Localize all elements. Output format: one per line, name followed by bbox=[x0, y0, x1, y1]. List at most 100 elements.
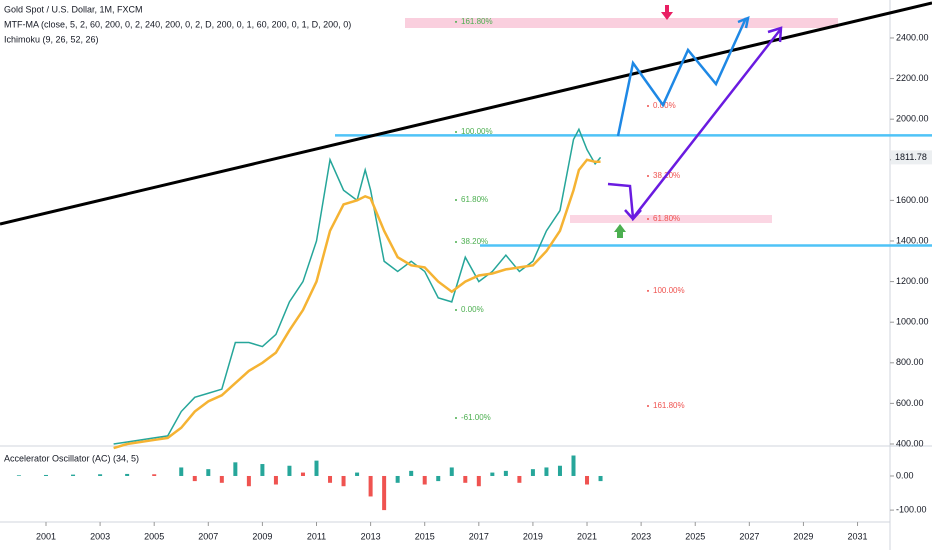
support-zone bbox=[570, 215, 772, 223]
oscillator-title: Accelerator Oscillator (AC) (34, 5) bbox=[4, 453, 139, 463]
x-tick-label: 2009 bbox=[252, 531, 272, 541]
oscillator-bar bbox=[71, 474, 76, 476]
fib-dot bbox=[647, 289, 649, 292]
oscillator-bar bbox=[16, 475, 21, 476]
fib-dot bbox=[647, 405, 649, 408]
fib-label: 61.80% bbox=[461, 195, 488, 204]
oscillator-bar bbox=[530, 469, 535, 476]
fib-label: 0.00% bbox=[653, 101, 676, 110]
last-price-label: 1811.78 bbox=[895, 152, 927, 162]
fib-label: 161.80% bbox=[653, 401, 685, 410]
oscillator-bar bbox=[192, 475, 197, 482]
oscillator-bar bbox=[246, 475, 251, 487]
x-tick-label: 2019 bbox=[523, 531, 543, 541]
oscillator-bar bbox=[152, 474, 157, 476]
oscillator-bar bbox=[490, 472, 495, 476]
fib-label: 38.20% bbox=[461, 237, 488, 246]
oscillator-bar bbox=[341, 475, 346, 487]
fib-label: 100.00% bbox=[461, 127, 493, 136]
x-tick-label: 2031 bbox=[848, 531, 868, 541]
fib-label: -61.00% bbox=[461, 413, 491, 422]
y-tick-label: 400.00 bbox=[896, 438, 924, 448]
fib-label: 61.80% bbox=[653, 214, 680, 223]
oscillator-bar bbox=[43, 474, 48, 476]
fib-dot bbox=[455, 309, 457, 312]
x-tick-label: 2011 bbox=[307, 531, 326, 541]
fib-dot bbox=[647, 104, 649, 107]
last-price-tag bbox=[891, 150, 932, 165]
x-tick-label: 2015 bbox=[415, 531, 435, 541]
y-tick-label: 2200.00 bbox=[896, 73, 929, 83]
arrow-head bbox=[767, 26, 783, 43]
oscillator-bar bbox=[179, 467, 184, 476]
fib-label: 161.80% bbox=[461, 17, 493, 26]
y-tick-label: -100.00 bbox=[896, 504, 927, 514]
oscillator-bar bbox=[98, 474, 103, 476]
y-tick-label: 2000.00 bbox=[896, 114, 929, 124]
oscillator-bar bbox=[300, 472, 305, 476]
fib-dot bbox=[455, 198, 457, 201]
oscillator-bar bbox=[206, 469, 211, 476]
oscillator-bar bbox=[273, 475, 278, 485]
down-arrow-icon bbox=[661, 5, 673, 20]
y-tick-label: 800.00 bbox=[896, 357, 924, 367]
oscillator-bar bbox=[476, 475, 481, 487]
oscillator-bar bbox=[287, 465, 292, 476]
fib-dot bbox=[455, 20, 457, 23]
x-tick-label: 2025 bbox=[685, 531, 705, 541]
oscillator-bar bbox=[328, 475, 333, 483]
plot: 161.80% 100.00% 61.80% 38.20% 0.00% -61.00% 0.… bbox=[16, 17, 932, 511]
oscillator-bar bbox=[463, 475, 468, 483]
y-tick-label: 1000.00 bbox=[896, 317, 929, 327]
oscillator-bar bbox=[368, 475, 373, 497]
oscillator-bar bbox=[449, 467, 454, 476]
fib-dot bbox=[455, 130, 457, 133]
x-tick-label: 2027 bbox=[739, 531, 759, 541]
x-tick-label: 2017 bbox=[469, 531, 489, 541]
oscillator-bar bbox=[409, 470, 414, 476]
oscillator-bar bbox=[544, 467, 549, 476]
x-tick-label: 2003 bbox=[90, 531, 110, 541]
trend-line bbox=[0, 1, 932, 226]
oscillator-bar bbox=[355, 472, 360, 476]
oscillator-bar bbox=[125, 473, 130, 476]
y-tick-label: 2400.00 bbox=[896, 32, 929, 42]
target-zone bbox=[405, 18, 838, 28]
up-arrow-icon bbox=[614, 224, 626, 238]
x-tick-label: 2021 bbox=[577, 531, 597, 541]
moving-average bbox=[113, 158, 601, 450]
projection-arrow bbox=[616, 17, 748, 137]
oscillator-bar bbox=[598, 475, 603, 482]
fib-dot bbox=[647, 218, 649, 221]
oscillator-bar bbox=[382, 475, 387, 511]
arrow-head bbox=[624, 209, 642, 221]
fib-dot bbox=[455, 417, 457, 420]
x-tick-label: 2007 bbox=[198, 531, 218, 541]
fib-dot bbox=[455, 240, 457, 243]
projection-arrow bbox=[607, 29, 781, 222]
y-tick-label: 600.00 bbox=[896, 398, 924, 408]
x-tick-label: 2005 bbox=[144, 531, 164, 541]
y-tick-label: 0.00 bbox=[896, 470, 914, 480]
oscillator-bar bbox=[422, 475, 427, 485]
price-line bbox=[113, 127, 602, 445]
x-tick-label: 2023 bbox=[631, 531, 651, 541]
oscillator-bar bbox=[571, 455, 576, 476]
fib-label: 100.00% bbox=[653, 286, 685, 295]
fib-label: 0.00% bbox=[461, 305, 484, 314]
oscillator-bar bbox=[395, 475, 400, 483]
oscillator-bar bbox=[436, 475, 441, 482]
fib-dot bbox=[647, 175, 649, 178]
oscillator-bar bbox=[503, 470, 508, 476]
y-tick-label: 1200.00 bbox=[896, 276, 929, 286]
y-tick-label: 1600.00 bbox=[896, 195, 929, 205]
indicator-label: MTF-MA (close, 5, 2, 60, 200, 0, 2, 240,… bbox=[4, 19, 351, 29]
chart-title: Gold Spot / U.S. Dollar, 1M, FXCM bbox=[4, 4, 143, 14]
y-tick-label: 1400.00 bbox=[896, 235, 929, 245]
indicator-label: Ichimoku (9, 26, 52, 26) bbox=[4, 34, 99, 44]
oscillator-bar bbox=[517, 475, 522, 483]
x-tick-label: 2029 bbox=[793, 531, 813, 541]
oscillator-bar bbox=[557, 465, 562, 476]
